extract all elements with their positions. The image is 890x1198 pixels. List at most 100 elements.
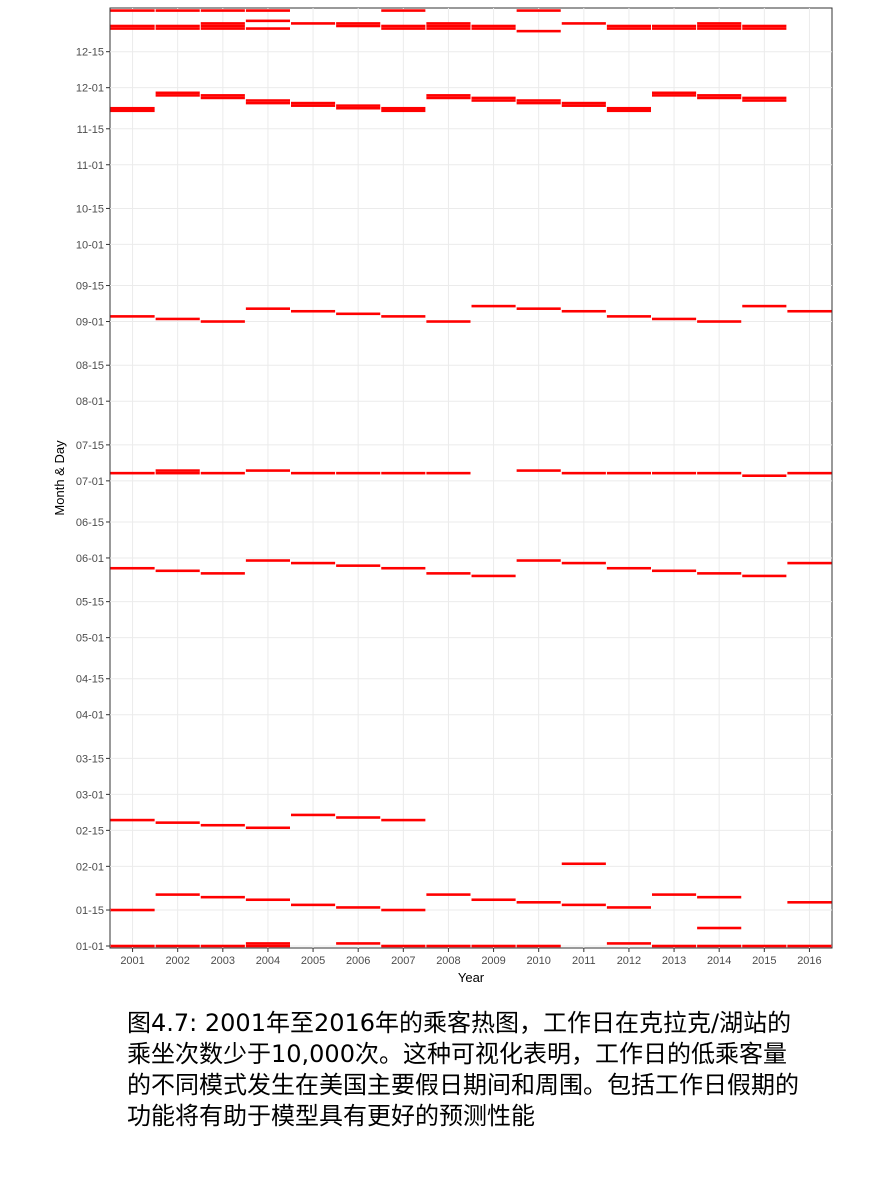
y-tick-label: 02-15 [76, 825, 104, 837]
holiday-mark [381, 315, 426, 318]
holiday-mark [200, 9, 245, 12]
x-gridlines [132, 8, 810, 948]
y-tick-label: 10-15 [76, 203, 104, 215]
holiday-mark [561, 22, 606, 25]
y-tick-label: 05-15 [76, 597, 104, 609]
y-tick-label: 01-15 [76, 905, 104, 917]
holiday-marks [110, 9, 832, 948]
holiday-mark [245, 27, 290, 30]
holiday-mark [245, 9, 290, 12]
figure-caption: 图4.7: 2001年至2016年的乘客热图，工作日在克拉克/湖站的乘坐次数少于… [127, 1009, 799, 1130]
holiday-mark [336, 816, 381, 819]
holiday-mark [381, 109, 426, 113]
holiday-mark [606, 315, 651, 318]
holiday-mark [787, 944, 832, 948]
holiday-mark [742, 474, 787, 477]
x-tick-label: 2006 [346, 955, 370, 967]
holiday-mark [561, 101, 606, 105]
holiday-mark [652, 471, 697, 475]
holiday-mark [336, 471, 381, 475]
holiday-mark [697, 926, 742, 930]
holiday-mark [381, 566, 426, 570]
holiday-mark [245, 469, 290, 472]
y-tick-label: 04-01 [76, 710, 104, 722]
holiday-mark [516, 469, 561, 472]
holiday-mark [291, 813, 336, 817]
holiday-mark [652, 569, 697, 573]
holiday-mark [697, 944, 742, 948]
holiday-mark [787, 561, 832, 565]
holiday-mark [110, 24, 155, 28]
y-tick-label: 10-01 [76, 239, 104, 251]
holiday-mark [110, 818, 155, 822]
holiday-mark [291, 104, 336, 107]
holiday-mark [426, 893, 471, 896]
holiday-mark [787, 309, 832, 313]
y-tick-label: 03-15 [76, 753, 104, 765]
holiday-mark [606, 106, 651, 110]
holiday-mark [697, 895, 742, 899]
x-tick-label: 2003 [211, 955, 235, 967]
holiday-mark [245, 307, 290, 310]
y-tick-label: 07-15 [76, 440, 104, 452]
holiday-mark [426, 572, 471, 575]
holiday-mark [155, 944, 200, 948]
holiday-mark [291, 309, 336, 313]
holiday-mark [426, 471, 471, 475]
holiday-mark [516, 9, 561, 12]
holiday-mark [606, 109, 651, 113]
holiday-mark [471, 898, 516, 902]
holiday-mark [606, 566, 651, 570]
y-axis-title: Month & Day [52, 440, 67, 516]
y-tick-label: 06-01 [76, 553, 104, 565]
holiday-mark [426, 94, 471, 97]
holiday-mark [742, 99, 787, 102]
holiday-mark [200, 895, 245, 899]
holiday-mark [291, 903, 336, 907]
holiday-mark [200, 944, 245, 948]
holiday-mark [516, 901, 561, 904]
holiday-mark [742, 304, 787, 308]
holiday-mark [245, 942, 290, 945]
holiday-mark [291, 561, 336, 565]
holiday-mark [787, 471, 832, 475]
holiday-mark [516, 559, 561, 562]
holiday-mark [426, 96, 471, 100]
holiday-mark [742, 96, 787, 100]
holiday-mark [110, 471, 155, 475]
holiday-mark [110, 27, 155, 30]
y-axis: 01-01 01-15 02-01 02-15 03-01 03-15 04-01 04-15… [76, 47, 110, 953]
x-tick-label: 2008 [436, 955, 460, 967]
holiday-mark [471, 304, 516, 308]
holiday-mark [652, 317, 697, 321]
x-tick-label: 2014 [707, 955, 731, 967]
holiday-mark [471, 27, 516, 30]
x-tick-label: 2004 [256, 955, 280, 967]
x-tick-label: 2002 [165, 955, 189, 967]
holiday-mark [471, 574, 516, 578]
holiday-mark [336, 942, 381, 945]
holiday-mark [606, 24, 651, 28]
holiday-mark [245, 826, 290, 830]
x-tick-label: 2010 [526, 955, 550, 967]
holiday-mark [336, 104, 381, 107]
holiday-mark [561, 471, 606, 475]
y-tick-label: 03-01 [76, 789, 104, 801]
holiday-mark [606, 27, 651, 30]
x-tick-label: 2013 [662, 955, 686, 967]
x-axis-title: Year [458, 970, 485, 985]
holiday-mark [155, 469, 200, 472]
y-tick-label: 05-01 [76, 633, 104, 645]
holiday-mark [155, 9, 200, 12]
holiday-mark [200, 22, 245, 25]
holiday-mark [336, 312, 381, 316]
holiday-mark [110, 944, 155, 948]
y-tick-label: 09-15 [76, 281, 104, 293]
x-tick-label: 2012 [617, 955, 641, 967]
y-gridlines [110, 51, 832, 947]
holiday-mark [200, 94, 245, 97]
holiday-mark [561, 862, 606, 866]
holiday-mark [742, 944, 787, 948]
holiday-mark [245, 944, 290, 948]
holiday-mark [606, 906, 651, 909]
